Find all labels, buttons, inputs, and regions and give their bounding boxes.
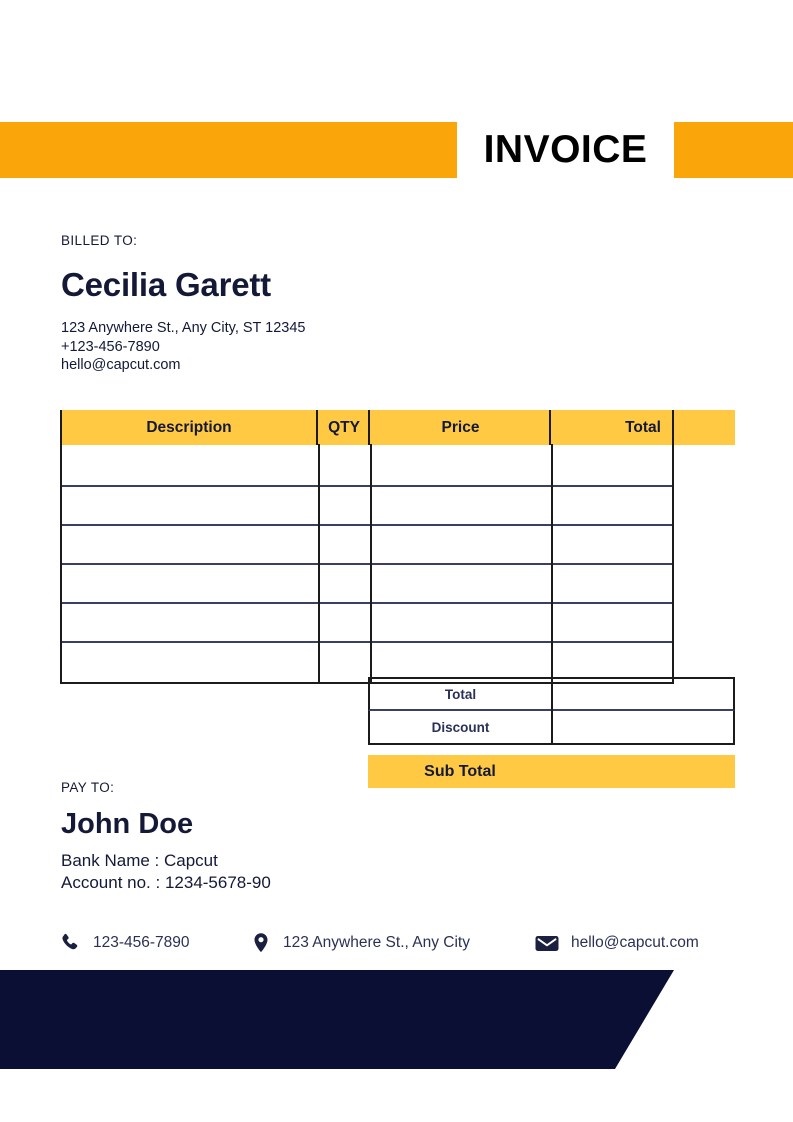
items-table-header-background [60, 410, 735, 445]
table-row[interactable] [62, 525, 672, 565]
header-bar-left [0, 122, 457, 178]
header-divider-qty [316, 410, 318, 445]
column-header-description: Description [146, 418, 232, 436]
contact-phone[interactable]: 123-456-7890 [58, 925, 190, 961]
totals-label-total: Total [444, 686, 477, 702]
items-table-header-row: Description QTY Price Total [60, 410, 735, 445]
billed-to-label: BILLED TO: [61, 233, 138, 248]
contact-email-text: hello@capcut.com [571, 934, 699, 951]
totals-row-total[interactable]: Total [368, 677, 735, 711]
header-band: INVOICE [0, 122, 793, 178]
contact-address-text: 123 Anywhere St., Any City [283, 934, 470, 951]
cell-divider [370, 486, 372, 525]
header-divider-total [549, 410, 551, 445]
header-divider-price [368, 410, 370, 445]
cell-divider [370, 603, 372, 642]
contact-email[interactable]: hello@capcut.com [534, 925, 699, 961]
cell-divider [551, 525, 553, 564]
cell-divider [551, 444, 553, 486]
totals-row-discount[interactable]: Discount [368, 709, 735, 745]
totals-block: Total Discount [368, 677, 735, 745]
cell-divider [551, 486, 553, 525]
column-header-total: Total [625, 418, 661, 436]
envelope-icon [534, 932, 560, 954]
table-row[interactable] [62, 564, 672, 604]
header-border-left [60, 410, 62, 445]
pay-to-bank-name: Bank Name : Capcut [61, 850, 218, 870]
pay-to-block: PAY TO: John Doe Bank Name : Capcut Acco… [61, 780, 491, 894]
cell-divider [370, 444, 372, 486]
table-row[interactable] [62, 642, 672, 683]
billed-to-name: Cecilia Garett [61, 266, 271, 303]
header-bar-right [674, 122, 793, 178]
subtotal-row: Sub Total [368, 755, 735, 788]
billed-to-phone: +123-456-7890 [61, 338, 160, 355]
table-row[interactable] [62, 603, 672, 643]
totals-divider [551, 709, 553, 745]
cell-divider [370, 564, 372, 603]
cell-divider [370, 642, 372, 683]
phone-icon [58, 931, 82, 955]
cell-divider [318, 486, 320, 525]
cell-divider [551, 603, 553, 642]
billed-to-email: hello@capcut.com [61, 357, 181, 374]
contact-address[interactable]: 123 Anywhere St., Any City [250, 925, 470, 961]
items-table-body [60, 444, 674, 684]
pay-to-label: PAY TO: [61, 780, 115, 795]
cell-divider [318, 642, 320, 683]
header-border-right [672, 410, 674, 445]
footer-banner [0, 970, 793, 1069]
cell-divider [318, 444, 320, 486]
billed-to-block: BILLED TO: Cecilia Garett 123 Anywhere S… [61, 233, 511, 375]
cell-divider [551, 564, 553, 603]
totals-divider [551, 677, 553, 711]
column-header-qty: QTY [328, 418, 360, 436]
pay-to-name: John Doe [61, 808, 194, 840]
map-pin-icon [250, 931, 272, 955]
contact-strip: 123-456-7890 123 Anywhere St., Any City … [58, 925, 758, 961]
cell-divider [370, 525, 372, 564]
pay-to-details: Bank Name : Capcut Account no. : 1234-56… [61, 850, 491, 894]
table-row[interactable] [62, 444, 672, 487]
table-row[interactable] [62, 486, 672, 526]
cell-divider [318, 564, 320, 603]
cell-divider [318, 525, 320, 564]
subtotal-label: Sub Total [424, 762, 496, 780]
totals-label-discount: Discount [431, 719, 490, 735]
pay-to-account-no: Account no. : 1234-5678-90 [61, 872, 271, 892]
cell-divider [551, 642, 553, 683]
page-title: INVOICE [483, 128, 648, 171]
billed-to-details: 123 Anywhere St., Any City, ST 12345 +12… [61, 319, 511, 375]
billed-to-address: 123 Anywhere St., Any City, ST 12345 [61, 320, 306, 337]
column-header-price: Price [441, 418, 480, 436]
contact-phone-text: 123-456-7890 [93, 934, 190, 951]
cell-divider [318, 603, 320, 642]
